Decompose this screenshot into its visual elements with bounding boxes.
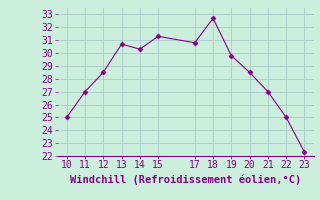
X-axis label: Windchill (Refroidissement éolien,°C): Windchill (Refroidissement éolien,°C) xyxy=(70,174,301,185)
